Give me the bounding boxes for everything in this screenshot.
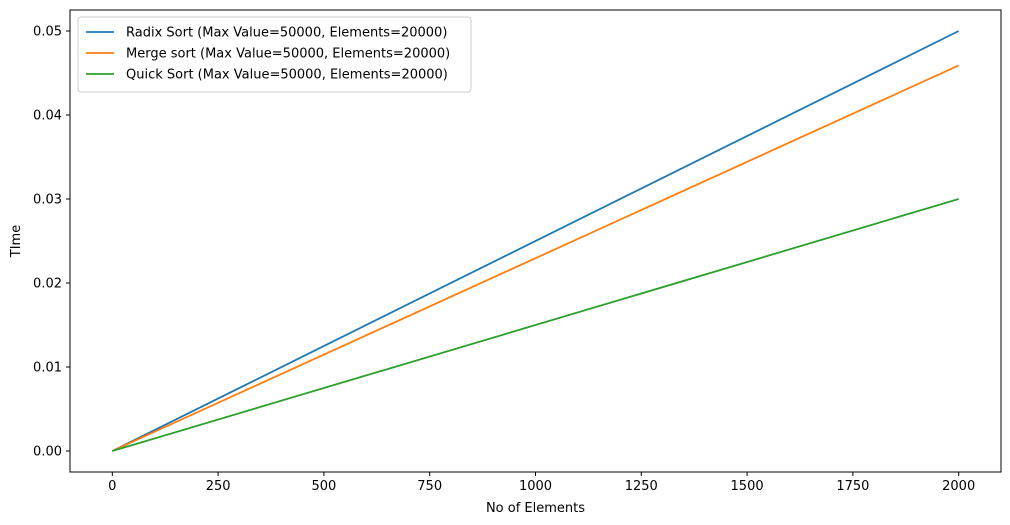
x-tick-label: 500 <box>311 479 336 494</box>
y-axis: 0.00 0.01 0.02 0.03 0.04 0.05 <box>33 25 70 460</box>
x-tick-label: 0 <box>108 479 116 494</box>
series-line-1 <box>111 30 960 452</box>
x-tick-label: 1750 <box>836 479 869 494</box>
y-tick-label: 0.03 <box>33 193 62 208</box>
x-tick-label: 1250 <box>625 479 658 494</box>
y-tick-label: 0.01 <box>33 361 62 376</box>
legend-label: Radix Sort (Max Value=50000, Elements=20… <box>126 26 447 41</box>
series-line-2 <box>111 64 960 452</box>
x-tick-label: 1500 <box>731 479 764 494</box>
series-line-3 <box>112 198 959 452</box>
x-tick-label: 2000 <box>942 479 975 494</box>
y-axis-title: TIme <box>9 225 24 258</box>
legend: Radix Sort (Max Value=50000, Elements=20… <box>77 16 472 93</box>
x-axis-title: No of Elements <box>486 501 585 516</box>
legend-label: Quick Sort (Max Value=50000, Elements=20… <box>126 68 448 83</box>
y-tick-label: 0.00 <box>33 445 62 460</box>
legend-box <box>77 16 472 93</box>
x-axis: 0 250 500 750 1000 1250 1500 1750 2000 <box>108 472 975 494</box>
y-tick-label: 0.02 <box>33 277 62 292</box>
x-tick-label: 250 <box>206 479 231 494</box>
y-tick-label: 0.05 <box>33 25 62 40</box>
y-tick-label: 0.04 <box>33 109 62 124</box>
series-lines <box>111 30 960 452</box>
x-tick-label: 1000 <box>519 479 552 494</box>
x-tick-label: 750 <box>417 479 442 494</box>
legend-label: Merge sort (Max Value=50000, Elements=20… <box>126 47 450 62</box>
